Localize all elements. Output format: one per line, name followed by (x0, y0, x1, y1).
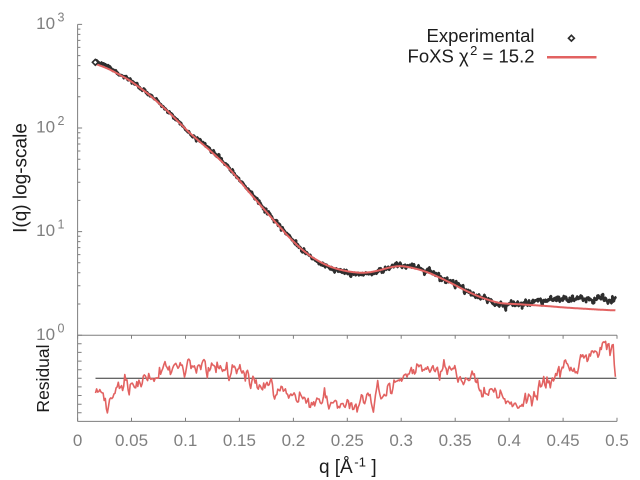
svg-text:0.35: 0.35 (439, 431, 472, 450)
svg-text:0: 0 (73, 431, 82, 450)
svg-text:q [Å-1 ]: q [Å -1 ] (319, 455, 377, 478)
svg-text:101: 10 1 (36, 218, 64, 241)
svg-text:103: 10 3 (36, 11, 64, 34)
svg-text:0.15: 0.15 (223, 431, 256, 450)
svg-text:0.1: 0.1 (174, 431, 198, 450)
svg-text:Residual: Residual (33, 344, 53, 412)
svg-text:0.3: 0.3 (389, 431, 413, 450)
svg-text:0.4: 0.4 (497, 431, 521, 450)
svg-text:100: 10 0 (36, 321, 64, 344)
svg-text:FoXS χ2 = 15.2: FoXS χ2 = 15.2 (408, 43, 535, 67)
svg-text:0.2: 0.2 (282, 431, 306, 450)
svg-text:Experimental: Experimental (427, 25, 535, 46)
svg-text:0.25: 0.25 (331, 431, 364, 450)
svg-text:0.45: 0.45 (547, 431, 580, 450)
svg-text:0.5: 0.5 (605, 431, 629, 450)
svg-text:102: 10 2 (36, 114, 64, 137)
svg-text:I(q) log-scale: I(q) log-scale (11, 123, 32, 233)
svg-text:0.05: 0.05 (115, 431, 148, 450)
